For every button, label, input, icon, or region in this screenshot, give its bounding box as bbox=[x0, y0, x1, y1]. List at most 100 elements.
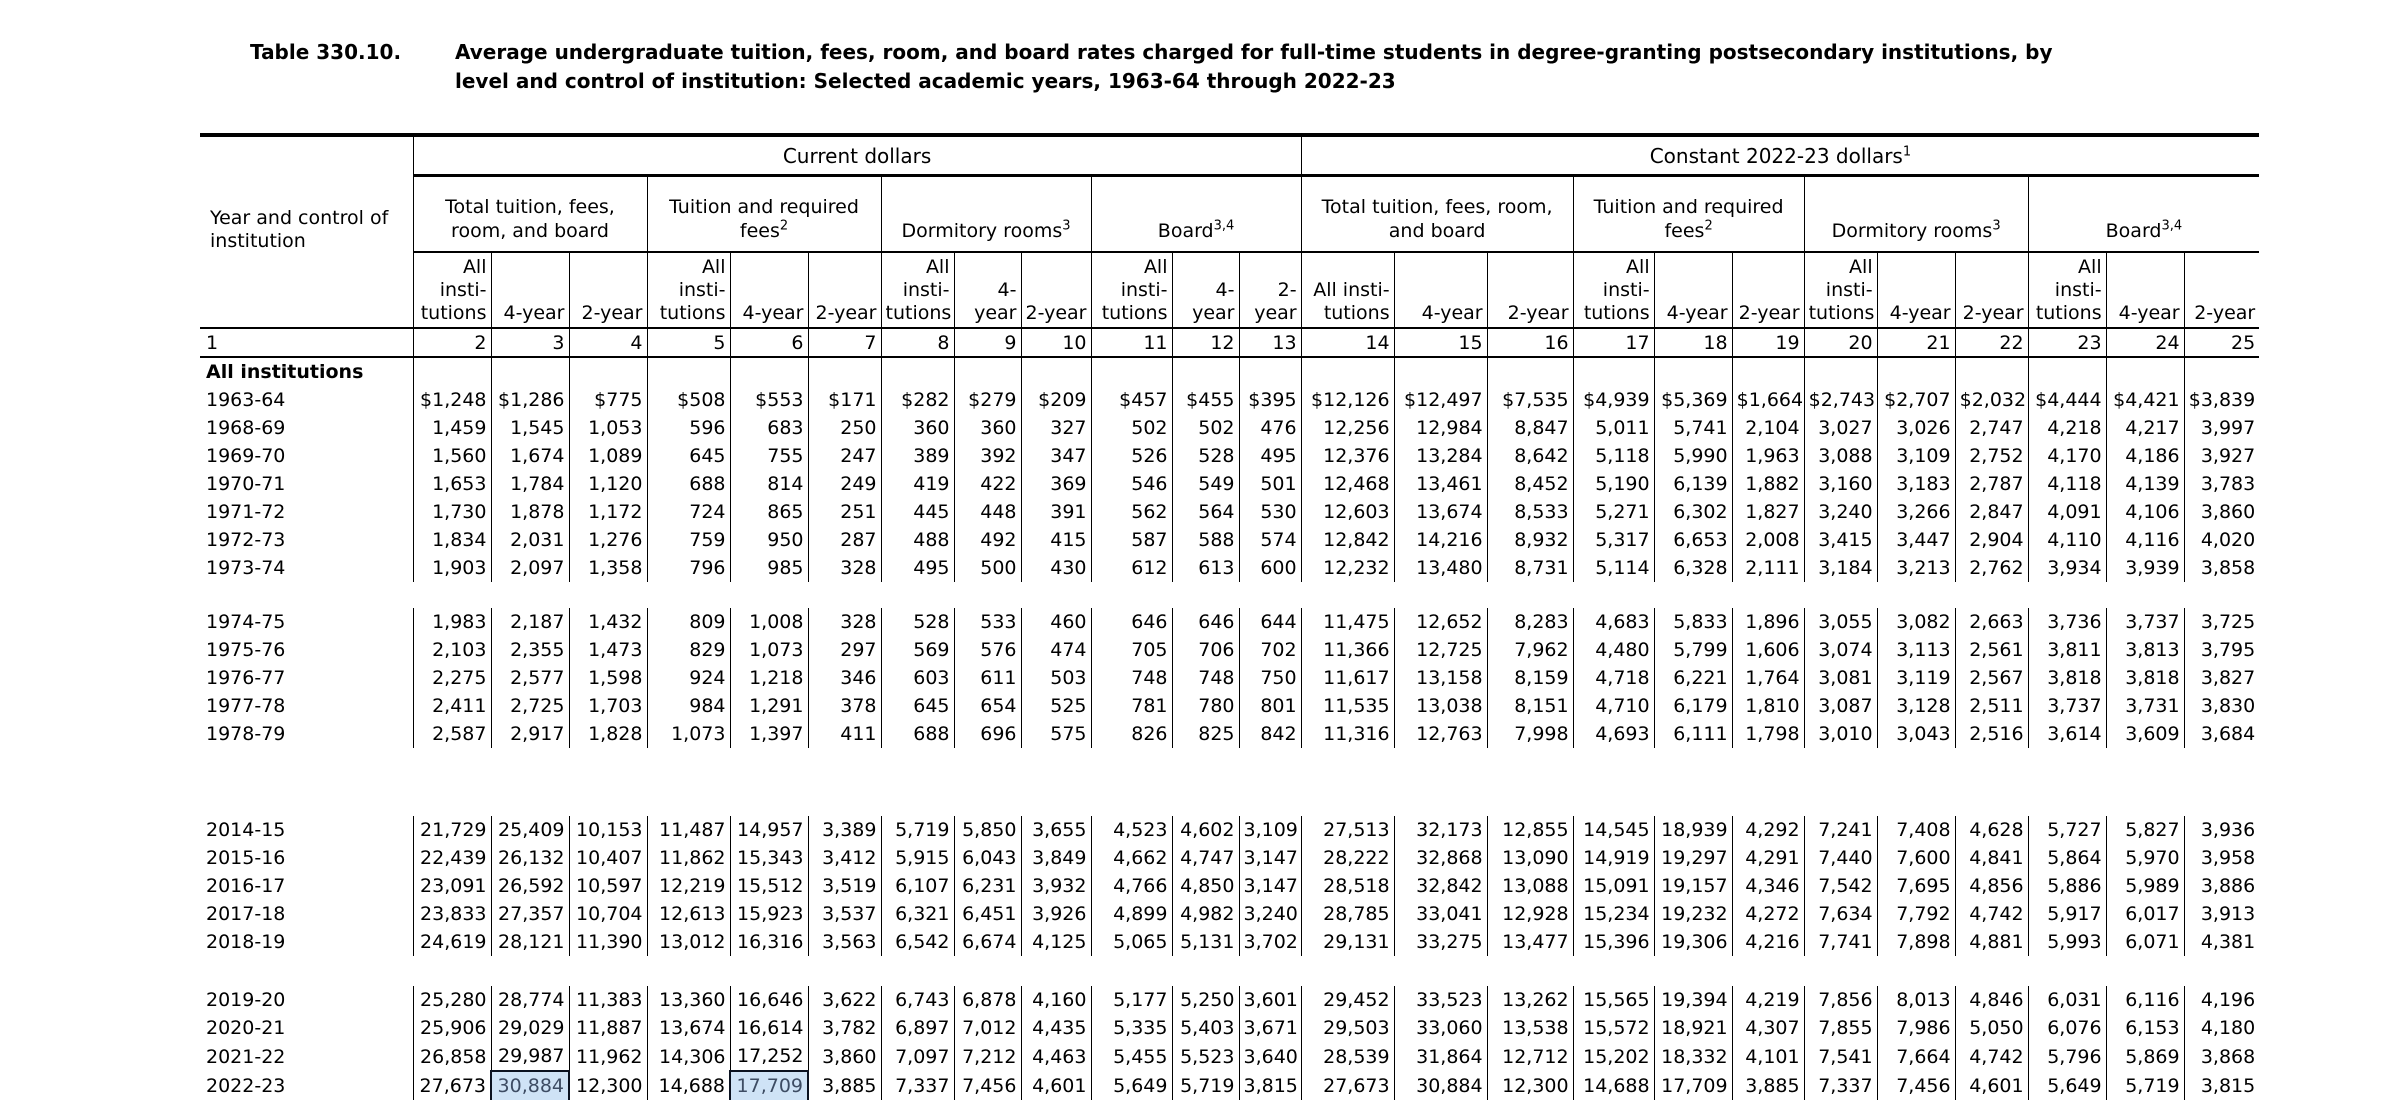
value-cell: 759 bbox=[646, 526, 730, 554]
value-cell: 8,642 bbox=[1486, 442, 1574, 470]
year-cell: 1975-76 bbox=[206, 639, 286, 661]
value-cell: 7,542 bbox=[1803, 872, 1878, 900]
empty-cell bbox=[953, 357, 1021, 386]
value-cell: 474 bbox=[1020, 636, 1091, 664]
column-number: 25 bbox=[2183, 328, 2260, 358]
value-cell: 5,317 bbox=[1572, 526, 1655, 554]
table-row: 2020-21 25,906 29,029 11,887 13,674 16,614 3,7… bbox=[200, 1014, 2260, 1042]
value-cell: 5,403 bbox=[1171, 1014, 1239, 1042]
value-cell: 495 bbox=[880, 554, 954, 582]
value-cell: 2,725 bbox=[490, 692, 569, 720]
stub-header-cell: Year and control of institution bbox=[200, 133, 413, 329]
table-row: 1963-64 $1,248 $1,286 $775 $508 $553 $171 $282 $… bbox=[200, 386, 2260, 414]
value-cell: 3,622 bbox=[807, 986, 881, 1014]
column-number: 7 bbox=[807, 328, 881, 358]
current-dollars-label: Current dollars bbox=[782, 143, 932, 168]
value-cell: $395 bbox=[1238, 386, 1302, 414]
value-cell: 4,742 bbox=[1954, 900, 2029, 928]
value-cell: 12,855 bbox=[1486, 816, 1574, 844]
value-cell: 6,653 bbox=[1653, 526, 1733, 554]
value-cell: 1,053 bbox=[568, 414, 647, 442]
value-cell: 2,904 bbox=[1954, 526, 2029, 554]
value-cell: 6,017 bbox=[2105, 900, 2185, 928]
value-cell: 4,170 bbox=[2027, 442, 2107, 470]
value-cell: 1,598 bbox=[568, 664, 647, 692]
value-cell: 13,538 bbox=[1486, 1014, 1574, 1042]
value-cell: 10,597 bbox=[568, 872, 647, 900]
value-cell: 7,695 bbox=[1876, 872, 1956, 900]
value-cell: 1,560 bbox=[412, 442, 491, 470]
value-cell: 3,183 bbox=[1876, 470, 1956, 498]
year-cell: 1968-69 bbox=[206, 417, 286, 439]
value-cell: 613 bbox=[1171, 554, 1239, 582]
empty-cell bbox=[2027, 357, 2107, 386]
value-cell: 4,216 bbox=[1731, 928, 1805, 956]
value-cell: 644 bbox=[1238, 608, 1302, 636]
value-cell: 1,473 bbox=[568, 636, 647, 664]
value-cell: 2,663 bbox=[1954, 608, 2029, 636]
value-cell: 646 bbox=[1171, 608, 1239, 636]
value-cell: 826 bbox=[1090, 720, 1172, 748]
empty-cell bbox=[1876, 357, 1956, 386]
value-cell: 10,407 bbox=[568, 844, 647, 872]
value-cell: 3,184 bbox=[1803, 554, 1878, 582]
subcol-header: 2-year bbox=[1731, 252, 1805, 329]
value-cell: 1,828 bbox=[568, 720, 647, 748]
table-row: 2022-23 27,673 30,884 12,300 14,688 17,709 3,8… bbox=[200, 1070, 2260, 1100]
subcol-header: All insti-tutions bbox=[412, 252, 491, 329]
year-cell: 2021-22 bbox=[206, 1045, 286, 1068]
value-cell: 3,849 bbox=[1020, 844, 1091, 872]
value-cell: 1,120 bbox=[568, 470, 647, 498]
value-cell: 2,762 bbox=[1954, 554, 2029, 582]
value-cell: 3,737 bbox=[2027, 692, 2107, 720]
empty-cell bbox=[2105, 357, 2185, 386]
value-cell: 23,833 bbox=[412, 900, 491, 928]
value-cell: 1,674 bbox=[490, 442, 569, 470]
value-cell: 4,381 bbox=[2183, 928, 2260, 956]
value-cell: 1,653 bbox=[412, 470, 491, 498]
value-cell: 7,337 bbox=[1803, 1071, 1878, 1100]
column-number: 19 bbox=[1731, 328, 1805, 358]
value-cell: 3,684 bbox=[2183, 720, 2260, 748]
value-cell: 6,111 bbox=[1653, 720, 1733, 748]
value-cell: 5,250 bbox=[1171, 986, 1239, 1014]
value-cell: 3,240 bbox=[1803, 498, 1878, 526]
value-cell: 4,463 bbox=[1020, 1042, 1091, 1071]
value-cell: 3,537 bbox=[807, 900, 881, 928]
empty-cell bbox=[412, 357, 491, 386]
subcol-header: 4-year bbox=[1876, 252, 1956, 329]
value-cell: 503 bbox=[1020, 664, 1091, 692]
empty-cell bbox=[568, 357, 647, 386]
value-cell: 2,587 bbox=[412, 720, 491, 748]
value-cell: 369 bbox=[1020, 470, 1091, 498]
value-cell: 575 bbox=[1020, 720, 1091, 748]
value-cell: 12,725 bbox=[1393, 636, 1488, 664]
value-cell: 6,878 bbox=[953, 986, 1021, 1014]
value-cell: 12,763 bbox=[1393, 720, 1488, 748]
value-cell: 3,160 bbox=[1803, 470, 1878, 498]
column-number: 9 bbox=[953, 328, 1021, 358]
empty-cell bbox=[2183, 357, 2260, 386]
value-cell: 809 bbox=[646, 608, 730, 636]
value-cell: 8,159 bbox=[1486, 664, 1574, 692]
value-cell: 5,114 bbox=[1572, 554, 1655, 582]
value-cell: 392 bbox=[953, 442, 1021, 470]
column-number: 4 bbox=[568, 328, 647, 358]
value-cell: 6,451 bbox=[953, 900, 1021, 928]
value-cell: 3,447 bbox=[1876, 526, 1956, 554]
value-cell: 688 bbox=[880, 720, 954, 748]
value-cell: 4,346 bbox=[1731, 872, 1805, 900]
value-cell: 12,652 bbox=[1393, 608, 1488, 636]
value-cell: 3,737 bbox=[2105, 608, 2185, 636]
column-number: 13 bbox=[1238, 328, 1302, 358]
value-cell: 4,020 bbox=[2183, 526, 2260, 554]
value-cell: 12,712 bbox=[1486, 1042, 1574, 1071]
value-cell: 3,926 bbox=[1020, 900, 1091, 928]
value-cell: 7,741 bbox=[1803, 928, 1878, 956]
tuition-rates-table: Year and control of institution Current … bbox=[200, 133, 2260, 1100]
value-cell: 528 bbox=[1171, 442, 1239, 470]
value-cell: 13,284 bbox=[1393, 442, 1488, 470]
value-cell: $171 bbox=[807, 386, 881, 414]
section-gap bbox=[200, 748, 2259, 816]
value-cell: 3,026 bbox=[1876, 414, 1956, 442]
